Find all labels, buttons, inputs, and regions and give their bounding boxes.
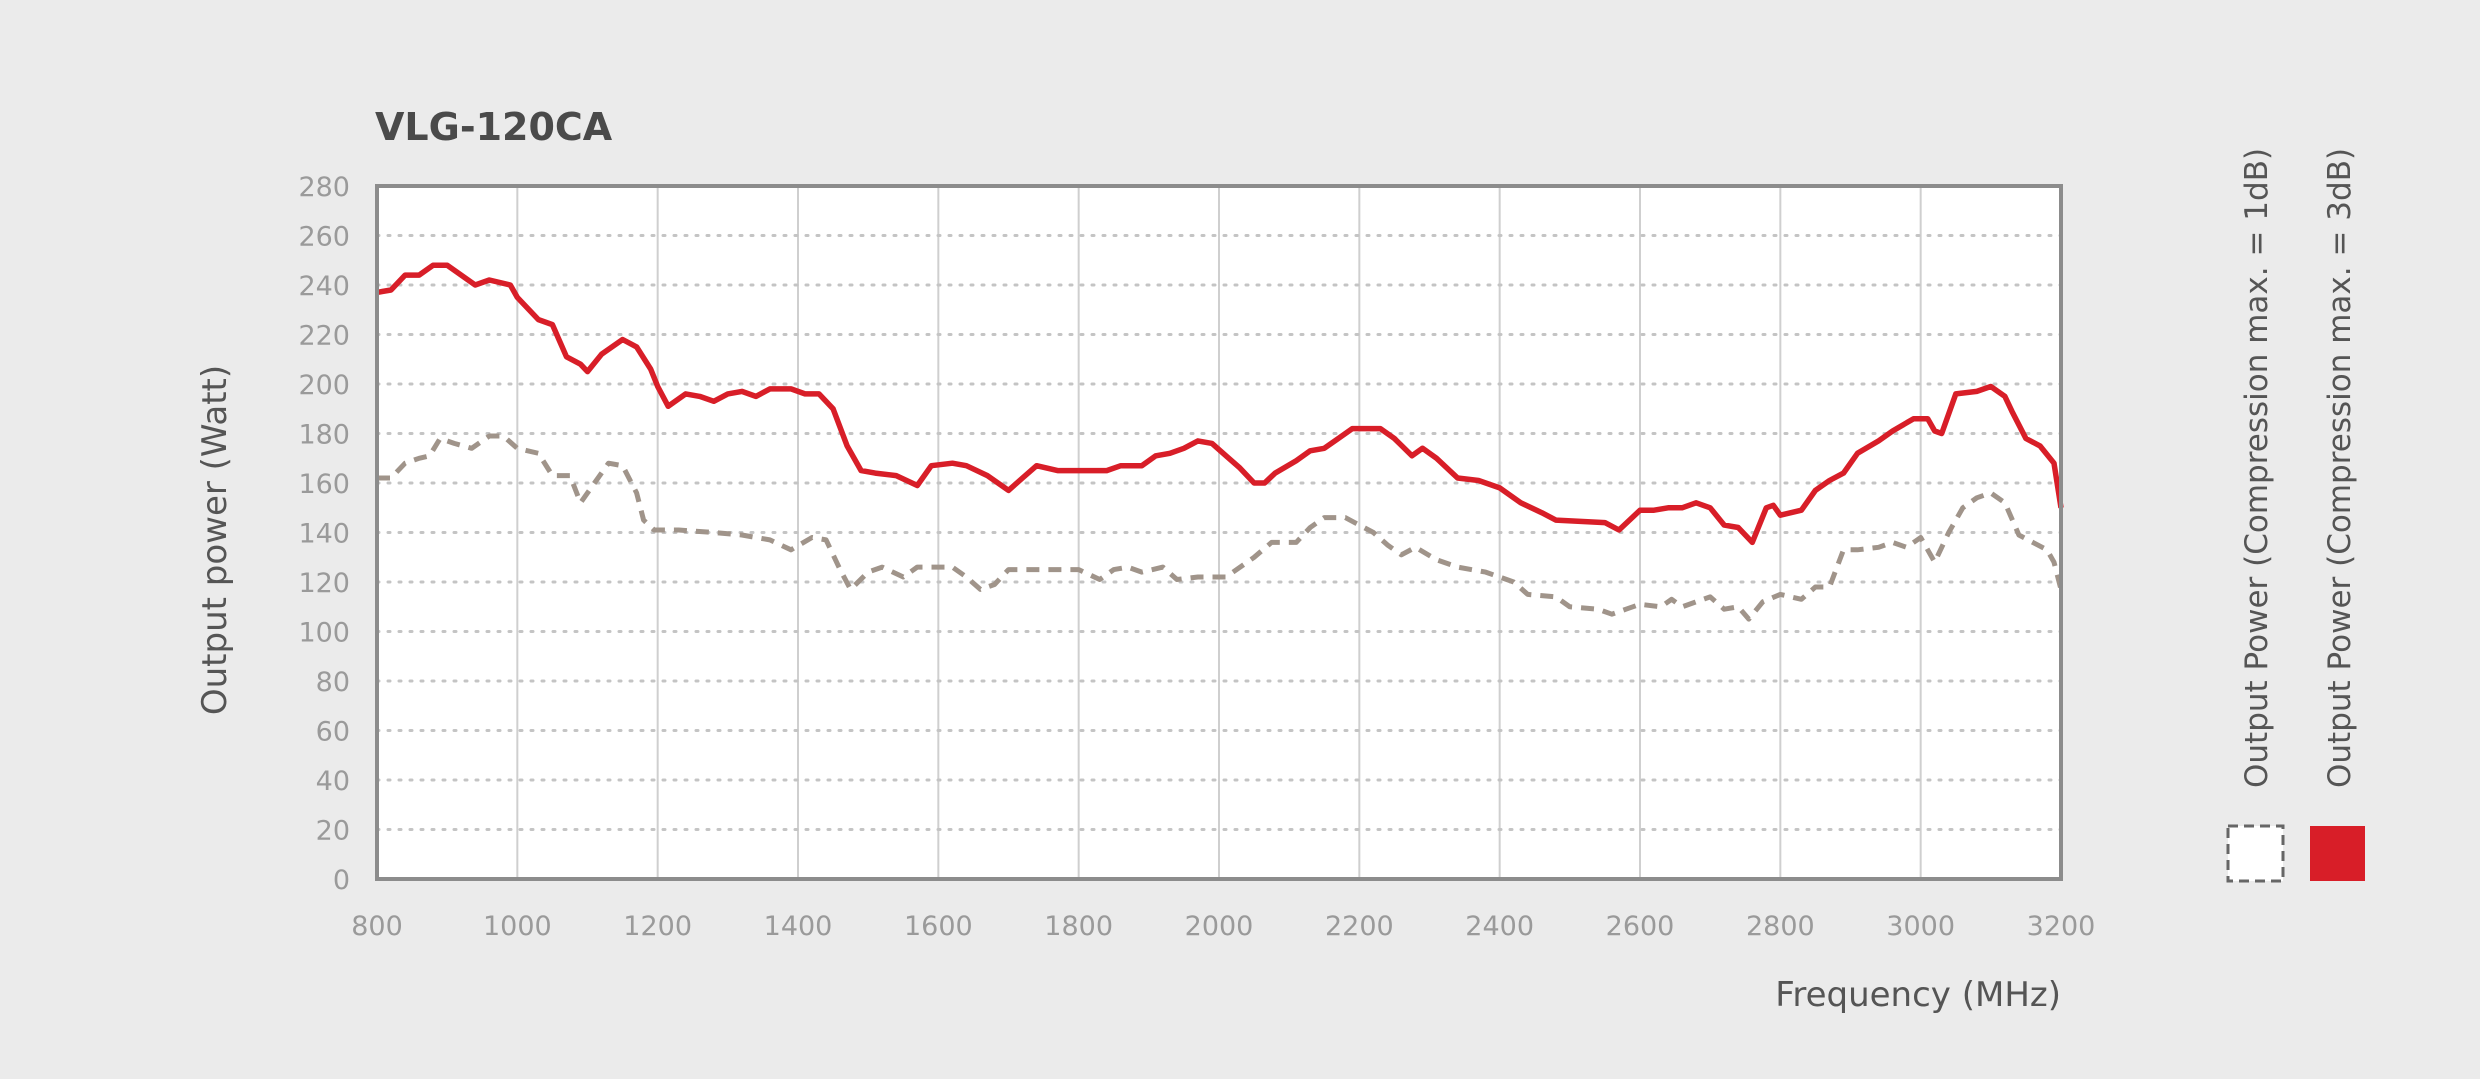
y-tick-label: 200 xyxy=(298,370,350,401)
x-tick-label: 2800 xyxy=(1746,911,1815,942)
y-tick-label: 140 xyxy=(298,519,350,550)
y-tick-label: 60 xyxy=(316,717,350,748)
plot-frame xyxy=(375,184,2063,881)
legend-swatch-3db xyxy=(2310,826,2365,881)
x-tick-label: 800 xyxy=(351,911,403,942)
series-line-1db xyxy=(377,433,2064,622)
x-tick-label: 3200 xyxy=(2027,911,2096,942)
series-layer xyxy=(376,262,2064,622)
y-axis-label: Output power (Watt) xyxy=(195,365,235,715)
y-tick-label: 240 xyxy=(298,271,350,302)
y-tick-label: 280 xyxy=(298,172,350,203)
x-tick-label: 2200 xyxy=(1325,911,1394,942)
y-tick-labels: 0 20 40 60 80 100 120 140 160 180 200 220 240 260 280 xyxy=(298,172,350,896)
y-tick-label: 40 xyxy=(316,766,350,797)
x-tick-label: 1400 xyxy=(764,911,833,942)
x-tick-label: 1000 xyxy=(483,911,552,942)
y-tick-label: 220 xyxy=(298,321,350,352)
legend-label-3db: Output Power (Compression max. = 3dB) xyxy=(2322,148,2358,788)
y-tick-label: 20 xyxy=(316,816,350,847)
x-tick-labels: 800 1000 1200 1400 1600 1800 2000 2200 2400 2600 2… xyxy=(351,911,2095,942)
chart-title: VLG-120CA xyxy=(375,105,613,149)
y-tick-label: 180 xyxy=(298,420,350,451)
legend-label-1db: Output Power (Compression max. = 1dB) xyxy=(2239,148,2275,788)
y-tick-label: 100 xyxy=(298,618,350,649)
x-tick-label: 1200 xyxy=(623,911,692,942)
legend: Output Power (Compression max. = 1dB) Ou… xyxy=(2226,148,2365,883)
y-tick-label: 80 xyxy=(316,667,350,698)
x-tick-label: 1600 xyxy=(904,911,973,942)
y-tick-label: 160 xyxy=(298,469,350,500)
y-tick-label: 0 xyxy=(333,865,350,896)
y-tick-label: 120 xyxy=(298,568,350,599)
x-tick-label: 1800 xyxy=(1044,911,1113,942)
y-tick-label: 260 xyxy=(298,222,350,253)
x-tick-label: 3000 xyxy=(1886,911,1955,942)
series-line-3db xyxy=(376,262,2064,546)
x-tick-label: 2400 xyxy=(1465,911,1534,942)
legend-swatch-1db xyxy=(2226,824,2285,883)
x-tick-label: 2600 xyxy=(1606,911,1675,942)
x-axis-label: Frequency (MHz) xyxy=(1775,975,2061,1015)
x-tick-label: 2000 xyxy=(1185,911,1254,942)
